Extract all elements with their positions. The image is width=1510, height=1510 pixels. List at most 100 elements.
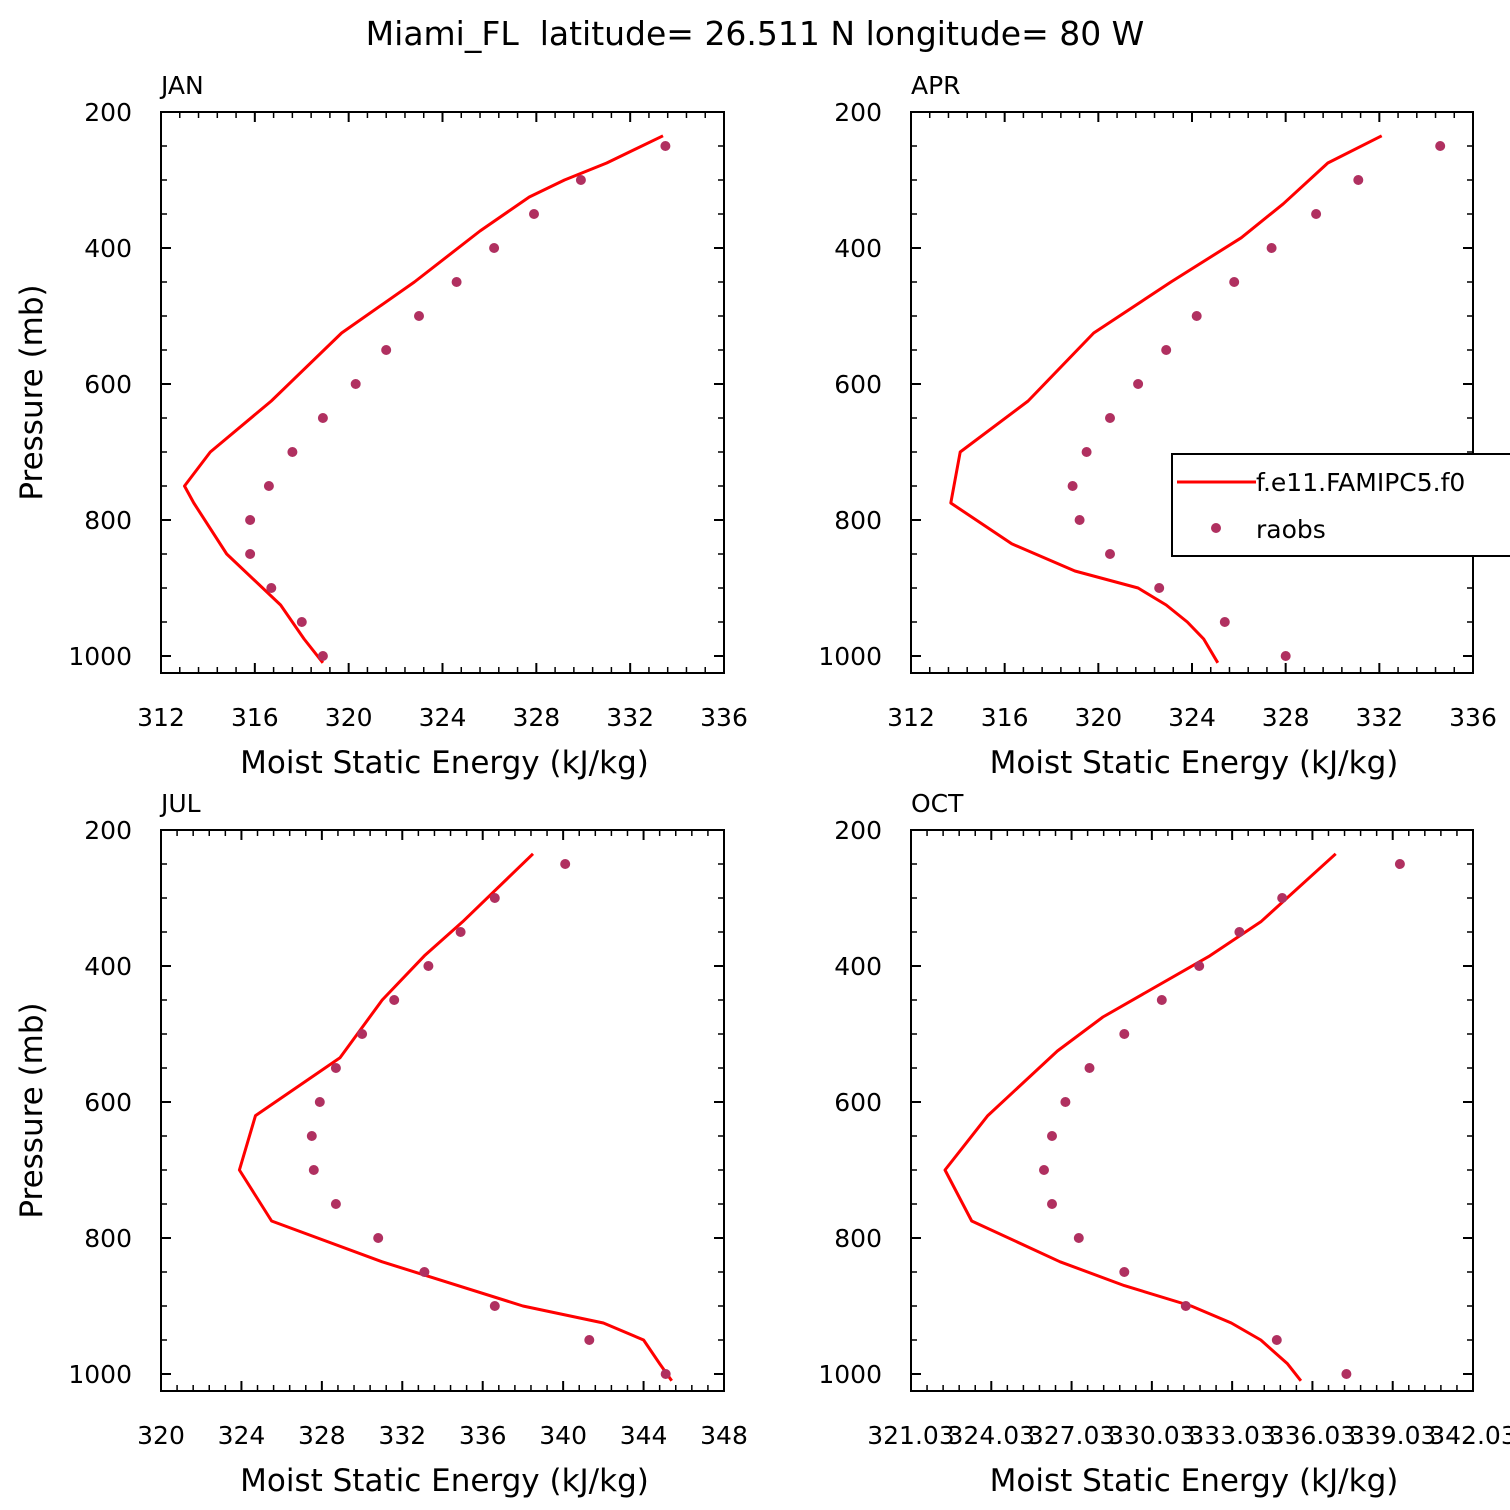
y-tick-label: 200 — [84, 816, 132, 845]
x-tick-label: 330.03 — [1108, 1421, 1195, 1450]
x-tick-label: 312 — [137, 703, 185, 732]
x-tick-label: 316 — [231, 703, 279, 732]
x-tick-label: 328 — [298, 1421, 346, 1450]
x-tick-label: 316 — [981, 703, 1029, 732]
x-axis-label: Moist Static Energy (kJ/kg) — [240, 745, 649, 781]
legend-label-raobs: raobs — [1256, 515, 1326, 544]
data-point-raobs — [1156, 995, 1167, 1005]
x-tick-label: 324.03 — [948, 1421, 1035, 1450]
x-tick-label: 332 — [606, 703, 654, 732]
data-point-raobs — [330, 1063, 341, 1073]
data-point-raobs — [287, 447, 298, 457]
x-tick-label: 336.03 — [1269, 1421, 1356, 1450]
data-point-raobs — [317, 651, 328, 661]
data-point-raobs — [1435, 141, 1446, 151]
y-tick-label: 600 — [84, 1088, 132, 1117]
data-point-raobs — [584, 1335, 595, 1345]
panel-label: JAN — [159, 71, 204, 100]
data-point-raobs — [489, 243, 500, 253]
x-tick-label: 348 — [700, 1421, 748, 1450]
y-tick-label: 400 — [834, 952, 882, 981]
plot-frame — [910, 111, 1474, 674]
y-tick-label: 1000 — [68, 642, 132, 671]
x-tick-label: 320 — [137, 1421, 185, 1450]
data-point-raobs — [1161, 345, 1172, 355]
data-point-raobs — [1039, 1165, 1049, 1175]
data-point-raobs — [1277, 893, 1288, 903]
x-tick-label: 336 — [1449, 703, 1497, 732]
y-tick-label: 1000 — [68, 1360, 132, 1389]
data-point-raobs — [1074, 515, 1085, 525]
data-point-raobs — [330, 1199, 341, 1209]
data-point-raobs — [1353, 175, 1364, 185]
data-point-raobs — [314, 1097, 325, 1107]
x-tick-label: 320 — [325, 703, 373, 732]
data-point-raobs — [373, 1233, 384, 1243]
data-point-raobs — [1194, 961, 1205, 971]
data-point-raobs — [1047, 1131, 1057, 1141]
plot-frame — [160, 111, 725, 674]
legend-label-model: f.e11.FAMIPC5.f0 — [1256, 468, 1465, 497]
panel-apr: 312 316 320 324 328 332 336 200 400 600 800 1000 APR… — [818, 71, 1496, 781]
data-point-raobs — [1219, 617, 1230, 627]
data-point-raobs — [1229, 277, 1240, 287]
x-tick-label: 312 — [887, 703, 935, 732]
data-point-raobs — [1119, 1029, 1130, 1039]
data-point-raobs — [1047, 1199, 1057, 1209]
y-tick-label: 200 — [84, 98, 132, 127]
data-point-raobs — [1154, 583, 1165, 593]
x-tick-label: 328 — [512, 703, 560, 732]
x-tick-label: 336 — [459, 1421, 507, 1450]
panel-label: APR — [911, 71, 961, 100]
panel-jul: 320 324 328 332 336 340 344 348 200 400 600 800 1000… — [14, 789, 748, 1499]
y-tick-label: 200 — [834, 98, 882, 127]
y-tick-label: 600 — [834, 370, 882, 399]
panel-label: JUL — [159, 789, 201, 818]
data-point-raobs — [1133, 379, 1144, 389]
x-tick-label: 336 — [700, 703, 748, 732]
data-point-raobs — [263, 481, 274, 491]
data-point-raobs — [1341, 1369, 1352, 1379]
panels: 312 316 320 324 328 332 336 200 400 600 800 1000 JAN… — [14, 71, 1510, 1499]
x-axis-label: Moist Static Energy (kJ/kg) — [990, 1463, 1399, 1499]
data-point-raobs — [1084, 1063, 1095, 1073]
data-point-raobs — [1180, 1301, 1191, 1311]
panel-jan: 312 316 320 324 328 332 336 200 400 600 800 1000 JAN… — [14, 71, 748, 781]
data-point-raobs — [308, 1165, 319, 1175]
data-point-raobs — [1119, 1267, 1130, 1277]
data-point-raobs — [529, 209, 539, 219]
data-point-raobs — [266, 583, 277, 593]
data-point-raobs — [381, 345, 392, 355]
x-tick-label: 333.03 — [1188, 1421, 1275, 1450]
plot-frame — [160, 829, 725, 1392]
series-line-model — [237, 852, 673, 1382]
data-point-raobs — [419, 1267, 430, 1277]
data-point-raobs — [660, 141, 671, 151]
x-tick-label: 320 — [1074, 703, 1122, 732]
x-tick-label: 344 — [620, 1421, 668, 1450]
y-tick-label: 800 — [84, 1224, 132, 1253]
data-point-raobs — [489, 893, 500, 903]
x-axis-label: Moist Static Energy (kJ/kg) — [990, 745, 1399, 781]
data-point-raobs — [1311, 209, 1322, 219]
data-point-raobs — [423, 961, 434, 971]
plot-frame — [910, 829, 1474, 1392]
x-tick-label: 332 — [378, 1421, 426, 1450]
y-tick-label: 800 — [834, 506, 882, 535]
data-point-raobs — [1105, 549, 1115, 559]
x-tick-label: 324 — [419, 703, 467, 732]
series-line-model — [943, 852, 1337, 1382]
panel-label: OCT — [911, 789, 964, 818]
data-point-raobs — [357, 1029, 368, 1039]
data-point-raobs — [1191, 311, 1202, 321]
x-tick-label: 340 — [539, 1421, 587, 1450]
panel-oct: 321.03324.03327.03330.03333.03336.03339.… — [818, 789, 1510, 1499]
legend-marker-swatch — [1211, 523, 1221, 533]
y-tick-label: 600 — [834, 1088, 882, 1117]
x-tick-label: 327.03 — [1028, 1421, 1115, 1450]
series-line-model — [183, 134, 664, 664]
data-point-raobs — [350, 379, 361, 389]
data-point-raobs — [1234, 927, 1245, 937]
